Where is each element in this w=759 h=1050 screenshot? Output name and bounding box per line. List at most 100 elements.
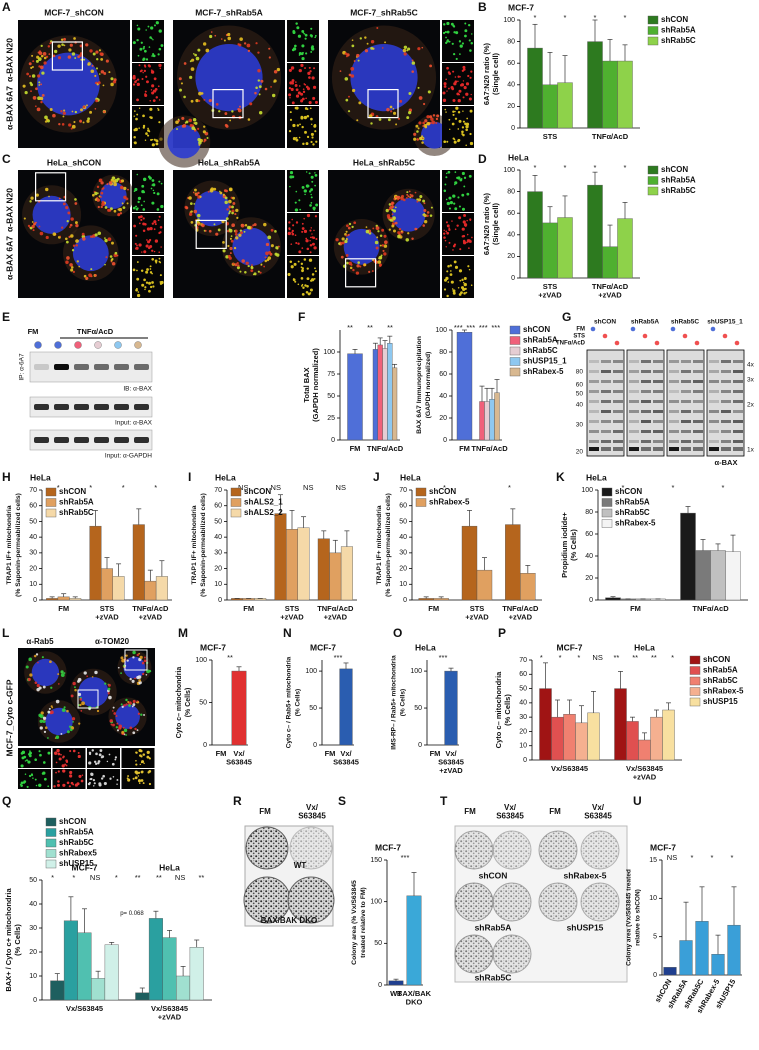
puncta bbox=[61, 123, 65, 126]
puncta bbox=[85, 43, 89, 47]
y-tick-label: 80 bbox=[585, 509, 593, 516]
puncta bbox=[291, 48, 295, 52]
puncta bbox=[112, 706, 115, 709]
y-tick-label: 0 bbox=[589, 597, 593, 604]
puncta bbox=[160, 204, 164, 209]
puncta bbox=[459, 178, 463, 182]
y-axis-label: (% Cells) bbox=[569, 529, 578, 561]
y-axis-label: Cyto c– mitochondria bbox=[176, 667, 183, 739]
puncta bbox=[44, 726, 48, 729]
puncta bbox=[338, 242, 341, 245]
significance: NS bbox=[303, 483, 313, 492]
puncta bbox=[149, 265, 152, 268]
puncta bbox=[423, 213, 427, 218]
puncta bbox=[34, 758, 37, 762]
puncta bbox=[381, 47, 384, 49]
puncta bbox=[41, 93, 45, 97]
puncta bbox=[107, 208, 111, 212]
puncta bbox=[55, 761, 58, 764]
puncta bbox=[43, 56, 47, 60]
x-tick-label: Vx/S63845 bbox=[66, 1004, 103, 1013]
band bbox=[601, 360, 611, 363]
x-tick-label: STS +zVAD bbox=[95, 604, 119, 622]
puncta bbox=[229, 252, 232, 255]
puncta bbox=[178, 77, 182, 81]
puncta bbox=[74, 110, 78, 114]
colony-well bbox=[580, 882, 620, 922]
bar bbox=[663, 967, 677, 976]
error-bar bbox=[393, 978, 399, 981]
puncta bbox=[69, 263, 73, 267]
legend-swatch bbox=[647, 26, 659, 35]
legend-label: shRabex-5 bbox=[703, 687, 744, 696]
puncta bbox=[450, 280, 454, 284]
puncta bbox=[396, 195, 401, 200]
puncta bbox=[378, 118, 382, 121]
puncta bbox=[180, 82, 183, 85]
puncta bbox=[148, 782, 152, 786]
puncta bbox=[452, 244, 456, 248]
chart-title: HeLa bbox=[30, 472, 51, 482]
puncta bbox=[348, 95, 350, 98]
puncta bbox=[132, 41, 136, 45]
group-title: HeLa bbox=[159, 862, 180, 872]
puncta bbox=[240, 224, 243, 227]
puncta bbox=[468, 97, 472, 101]
puncta bbox=[116, 783, 118, 786]
puncta bbox=[461, 227, 465, 231]
band bbox=[709, 400, 719, 403]
puncta bbox=[236, 266, 240, 270]
puncta bbox=[81, 701, 85, 706]
significance: * bbox=[122, 483, 125, 492]
puncta bbox=[155, 142, 159, 146]
puncta bbox=[160, 182, 163, 185]
puncta bbox=[417, 198, 422, 202]
puncta bbox=[291, 79, 295, 82]
puncta bbox=[410, 194, 414, 198]
puncta bbox=[193, 122, 196, 124]
bar bbox=[617, 218, 633, 279]
puncta bbox=[445, 198, 448, 201]
puncta bbox=[98, 49, 102, 52]
puncta bbox=[445, 78, 447, 81]
puncta bbox=[56, 748, 60, 753]
y-tick-label: 40 bbox=[507, 82, 515, 89]
well-label: shUSP15 bbox=[567, 922, 604, 932]
puncta bbox=[103, 72, 107, 75]
legend-swatch bbox=[45, 849, 57, 858]
puncta bbox=[424, 119, 428, 123]
puncta bbox=[46, 118, 49, 121]
puncta bbox=[358, 101, 362, 105]
puncta bbox=[27, 760, 31, 764]
error-bar bbox=[484, 387, 490, 402]
puncta bbox=[197, 223, 200, 226]
puncta bbox=[416, 138, 420, 141]
puncta bbox=[435, 121, 438, 124]
y-tick-label: 40 bbox=[29, 534, 37, 541]
puncta bbox=[143, 278, 146, 282]
puncta bbox=[62, 756, 65, 759]
puncta bbox=[229, 119, 232, 122]
puncta bbox=[458, 269, 462, 273]
puncta bbox=[311, 273, 315, 276]
band bbox=[693, 380, 703, 383]
band bbox=[94, 364, 109, 370]
puncta bbox=[158, 63, 162, 68]
puncta bbox=[462, 234, 466, 238]
puncta bbox=[431, 120, 436, 125]
y-axis-label: BAX 6A7 Immunoprecipitation bbox=[416, 336, 423, 434]
y-tick-label: 0 bbox=[653, 972, 657, 979]
puncta bbox=[72, 244, 76, 247]
puncta bbox=[36, 55, 40, 59]
puncta bbox=[45, 235, 49, 240]
puncta bbox=[411, 61, 416, 65]
band bbox=[629, 447, 639, 451]
band bbox=[693, 360, 703, 363]
puncta bbox=[73, 120, 76, 124]
puncta bbox=[134, 770, 138, 774]
puncta bbox=[234, 263, 238, 267]
puncta bbox=[136, 653, 140, 657]
puncta bbox=[32, 96, 37, 100]
band bbox=[629, 380, 639, 383]
bar bbox=[340, 546, 353, 601]
